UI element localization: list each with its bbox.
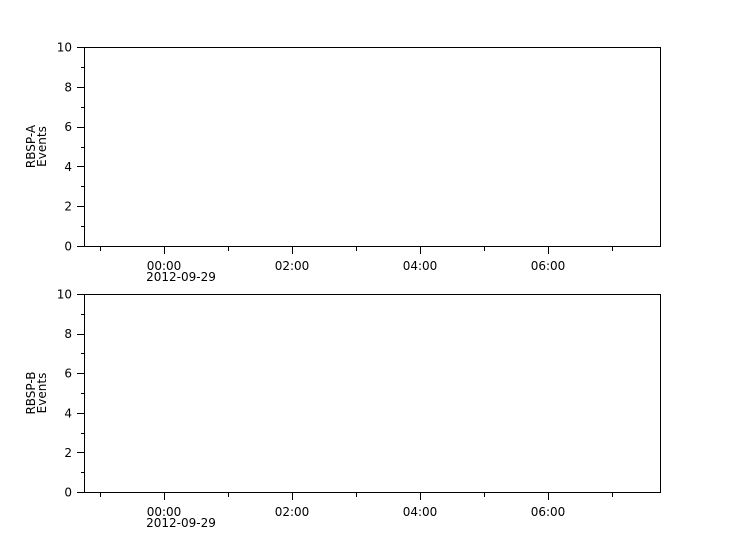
plot-frame [84, 294, 661, 493]
y-tick-label: 2 [64, 446, 72, 460]
plot-frame [84, 47, 661, 247]
y-tick-label: 8 [64, 327, 72, 341]
y-axis-label: RBSP-B [24, 371, 38, 414]
x-tick-label: 04:00 [403, 259, 438, 273]
x-tick-label: 02:00 [275, 505, 310, 519]
y-tick-label: 0 [64, 240, 72, 254]
x-tick-date-label: 2012-09-29 [146, 516, 216, 530]
x-tick-label: 02:00 [275, 259, 310, 273]
y-tick-label: 4 [64, 406, 72, 420]
x-tick-label: 06:00 [531, 259, 566, 273]
y-tick-label: 0 [64, 486, 72, 500]
y-tick-label: 10 [57, 41, 72, 55]
x-tick-label: 00:00 [147, 259, 182, 273]
y-axis-label: RBSP-A [24, 124, 38, 168]
y-tick-label: 6 [64, 120, 72, 134]
y-tick-label: 8 [64, 80, 72, 94]
x-tick-label: 04:00 [403, 505, 438, 519]
y-tick-label: 10 [57, 288, 72, 302]
x-tick-date-label: 2012-09-29 [146, 270, 216, 284]
y-axis-label: Events [35, 126, 49, 167]
x-tick-label: 00:00 [147, 505, 182, 519]
y-tick-label: 2 [64, 200, 72, 214]
x-tick-label: 06:00 [531, 505, 566, 519]
y-axis-label: Events [35, 373, 49, 414]
y-tick-label: 4 [64, 160, 72, 174]
y-tick-label: 6 [64, 367, 72, 381]
